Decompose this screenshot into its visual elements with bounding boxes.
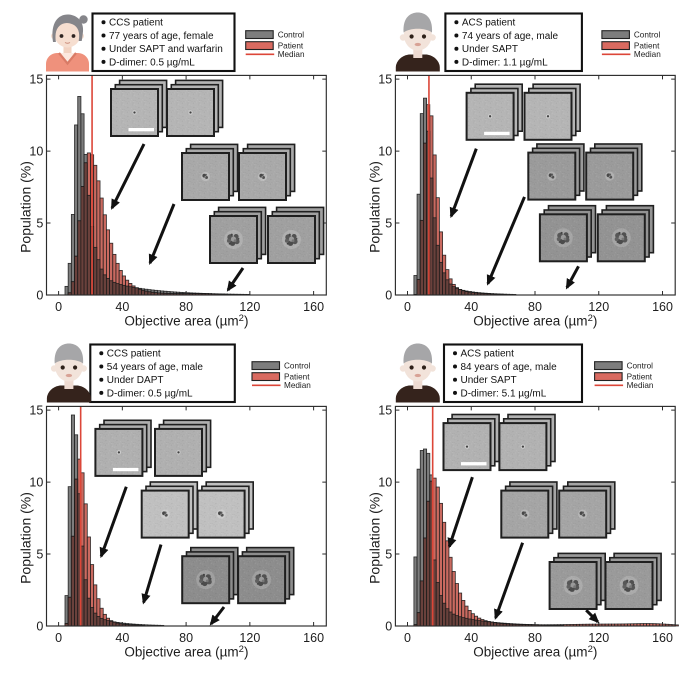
svg-text:0: 0 (404, 631, 411, 645)
svg-text:Objective area (µm2): Objective area (µm2) (124, 644, 248, 660)
svg-text:40: 40 (115, 300, 129, 314)
svg-text:Under SAPT: Under SAPT (461, 375, 517, 386)
svg-text:80: 80 (179, 300, 193, 314)
svg-text:15: 15 (378, 403, 392, 417)
svg-text:Objective area (µm2): Objective area (µm2) (473, 313, 597, 329)
svg-text:0: 0 (385, 619, 392, 633)
svg-text:15: 15 (29, 72, 43, 86)
svg-text:Median: Median (634, 50, 661, 59)
svg-text:40: 40 (464, 631, 478, 645)
svg-text:10: 10 (378, 475, 392, 489)
svg-text:Under DAPT: Under DAPT (107, 375, 164, 386)
svg-text:Median: Median (627, 381, 654, 390)
svg-text:ACS patient: ACS patient (461, 349, 515, 360)
svg-text:Control: Control (634, 30, 661, 39)
svg-text:80: 80 (528, 631, 542, 645)
svg-text:Population (%): Population (%) (367, 161, 383, 253)
svg-text:10: 10 (29, 144, 43, 158)
svg-text:Patient: Patient (278, 41, 304, 50)
svg-text:0: 0 (36, 288, 43, 302)
svg-text:Objective area (µm2): Objective area (µm2) (473, 644, 597, 660)
svg-text:Under SAPT: Under SAPT (462, 44, 518, 55)
svg-text:160: 160 (652, 631, 673, 645)
svg-text:5: 5 (36, 547, 43, 561)
svg-text:40: 40 (115, 631, 129, 645)
svg-text:D-dimer: 0.5 µg/mL: D-dimer: 0.5 µg/mL (107, 388, 193, 399)
svg-text:0: 0 (55, 300, 62, 314)
svg-text:54 years of age, male: 54 years of age, male (107, 362, 204, 373)
svg-text:Patient: Patient (627, 372, 653, 381)
svg-text:D-dimer: 5.1 µg/mL: D-dimer: 5.1 µg/mL (461, 388, 547, 399)
svg-text:Patient: Patient (634, 41, 660, 50)
svg-text:160: 160 (303, 300, 324, 314)
svg-text:Median: Median (284, 381, 311, 390)
svg-text:Patient: Patient (284, 372, 310, 381)
svg-text:0: 0 (385, 288, 392, 302)
svg-text:Population (%): Population (%) (18, 161, 34, 253)
svg-text:Objective area (µm2): Objective area (µm2) (124, 313, 248, 329)
svg-text:5: 5 (36, 216, 43, 230)
svg-text:160: 160 (652, 300, 673, 314)
svg-text:Control: Control (278, 30, 305, 39)
svg-text:Median: Median (278, 50, 305, 59)
svg-text:5: 5 (385, 547, 392, 561)
svg-text:CCS patient: CCS patient (109, 18, 163, 29)
svg-text:77 years of age, female: 77 years of age, female (109, 31, 214, 42)
svg-text:160: 160 (303, 631, 324, 645)
svg-text:Control: Control (627, 361, 654, 370)
svg-text:84 years of age, male: 84 years of age, male (461, 362, 558, 373)
svg-text:40: 40 (464, 300, 478, 314)
svg-text:0: 0 (404, 300, 411, 314)
svg-text:5: 5 (385, 216, 392, 230)
svg-text:10: 10 (378, 144, 392, 158)
svg-text:120: 120 (239, 631, 260, 645)
svg-text:Population (%): Population (%) (367, 492, 383, 584)
svg-text:CCS patient: CCS patient (107, 349, 161, 360)
svg-text:120: 120 (588, 631, 609, 645)
svg-text:120: 120 (588, 300, 609, 314)
svg-text:80: 80 (179, 631, 193, 645)
svg-text:Control: Control (284, 361, 311, 370)
svg-text:74 years of age, male: 74 years of age, male (462, 31, 559, 42)
svg-text:120: 120 (239, 300, 260, 314)
svg-text:0: 0 (36, 619, 43, 633)
svg-text:Under SAPT and warfarin: Under SAPT and warfarin (109, 44, 223, 55)
svg-text:15: 15 (29, 403, 43, 417)
svg-text:10: 10 (29, 475, 43, 489)
svg-text:0: 0 (55, 631, 62, 645)
svg-text:D-dimer: 0.5 µg/mL: D-dimer: 0.5 µg/mL (109, 57, 195, 68)
svg-text:15: 15 (378, 72, 392, 86)
svg-text:80: 80 (528, 300, 542, 314)
svg-text:ACS patient: ACS patient (462, 18, 516, 29)
svg-text:D-dimer: 1.1 µg/mL: D-dimer: 1.1 µg/mL (462, 57, 548, 68)
svg-text:Population (%): Population (%) (18, 492, 34, 584)
